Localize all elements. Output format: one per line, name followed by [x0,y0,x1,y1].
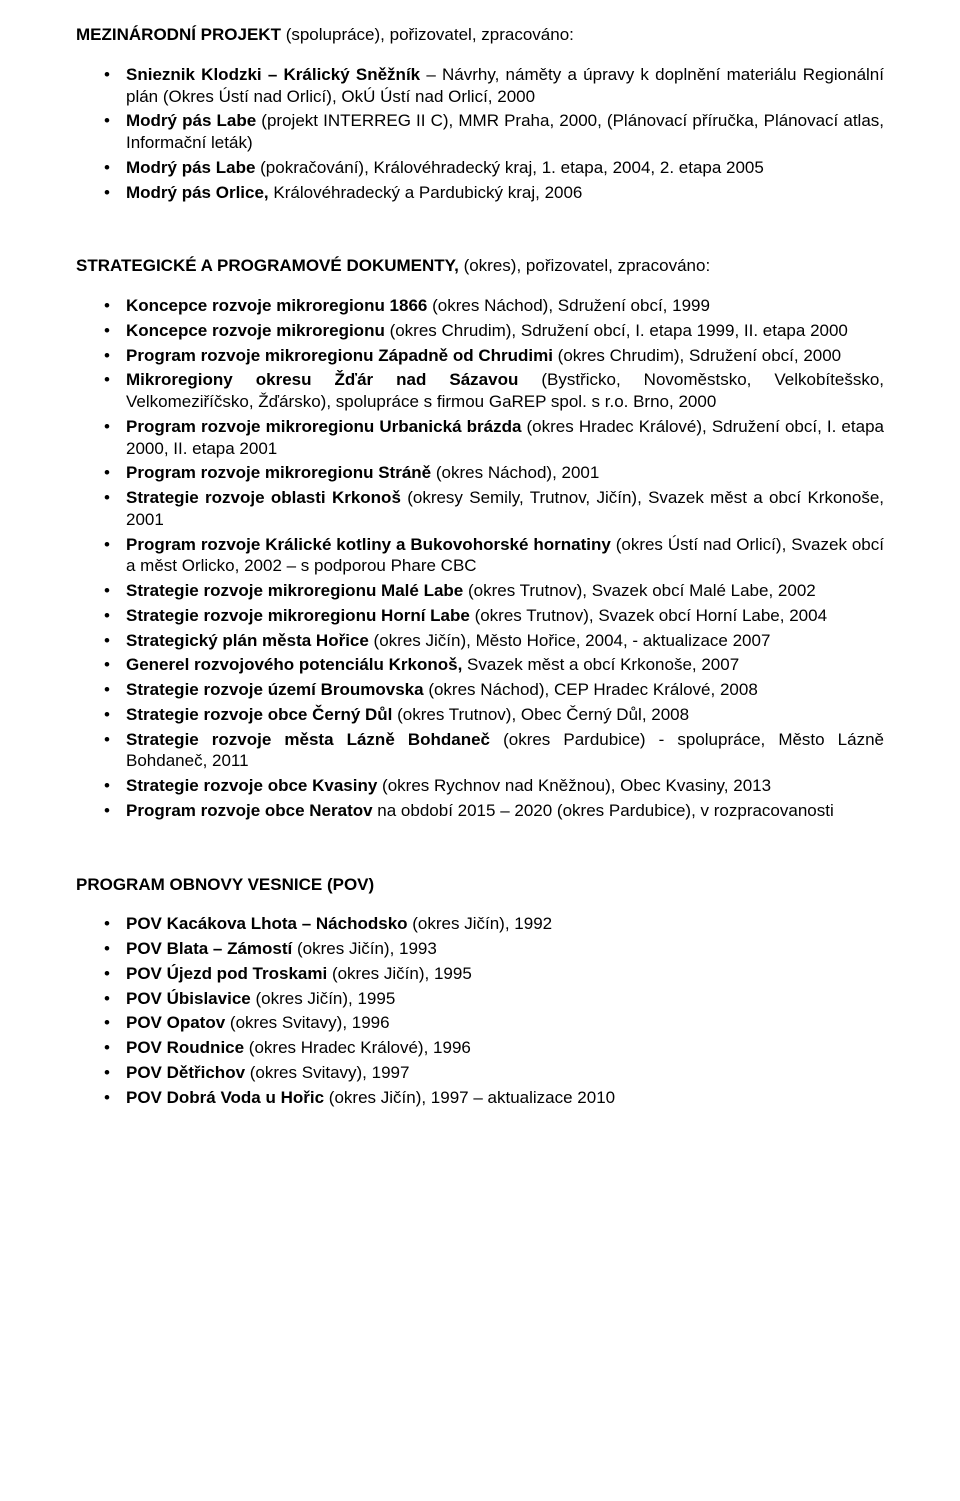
list-item-bold: Program rozvoje Králické kotliny a Bukov… [126,535,611,554]
list-item-bold: POV Dětřichov [126,1063,245,1082]
list-item-bold: Koncepce rozvoje mikroregionu 1866 [126,296,427,315]
list-item: Generel rozvojového potenciálu Krkonoš, … [104,654,884,676]
list-item-bold: POV Újezd pod Troskami [126,964,327,983]
list-item: POV Blata – Zámostí (okres Jičín), 1993 [104,938,884,960]
list-item-text: (okres Náchod), CEP Hradec Králové, 2008 [424,680,758,699]
list-item: Program rozvoje mikroregionu Západně od … [104,345,884,367]
list-item-text: Svazek měst a obcí Krkonoše, 2007 [462,655,739,674]
list-item-bold: Generel rozvojového potenciálu Krkonoš, [126,655,462,674]
list-item-text: (pokračování), Královéhradecký kraj, 1. … [255,158,763,177]
list-item-text: Královéhradecký a Pardubický kraj, 2006 [269,183,583,202]
list-item-text: (okres Trutnov), Obec Černý Důl, 2008 [392,705,689,724]
list-item-text: (okres Svitavy), 1996 [225,1013,389,1032]
section3-heading-bold: PROGRAM OBNOVY VESNICE (POV) [76,875,374,894]
list-item-bold: POV Kacákova Lhota – Náchodsko [126,914,408,933]
list-item: Strategie rozvoje mikroregionu Horní Lab… [104,605,884,627]
list-item: POV Dětřichov (okres Svitavy), 1997 [104,1062,884,1084]
list-item-bold: Strategie rozvoje obce Černý Důl [126,705,392,724]
list-item-bold: Modrý pás Labe [126,111,256,130]
section1-list: Snieznik Klodzki – Králický Sněžník – Ná… [76,64,884,204]
list-item-bold: Snieznik Klodzki – Králický Sněžník [126,65,420,84]
list-item-text: (okres Svitavy), 1997 [245,1063,409,1082]
list-item-bold: Program rozvoje mikroregionu Západně od … [126,346,553,365]
list-item-text: (okres Jičín), 1997 – aktualizace 2010 [324,1088,615,1107]
section2-heading-bold: STRATEGICKÉ A PROGRAMOVÉ DOKUMENTY, [76,256,459,275]
list-item: POV Kacákova Lhota – Náchodsko (okres Ji… [104,913,884,935]
list-item: Strategie rozvoje obce Černý Důl (okres … [104,704,884,726]
list-item: Strategie rozvoje oblasti Krkonoš (okres… [104,487,884,531]
list-item: Modrý pás Orlice, Královéhradecký a Pard… [104,182,884,204]
list-item: POV Opatov (okres Svitavy), 1996 [104,1012,884,1034]
list-item: Snieznik Klodzki – Králický Sněžník – Ná… [104,64,884,108]
list-item-text: (okres Náchod), 2001 [431,463,599,482]
list-item-text: (okres Jičín), 1993 [292,939,437,958]
list-item-bold: POV Roudnice [126,1038,244,1057]
list-item-bold: Strategie rozvoje mikroregionu Malé Labe [126,581,463,600]
list-item-text: (okres Trutnov), Svazek obcí Malé Labe, … [463,581,815,600]
list-item: Program rozvoje mikroregionu Stráně (okr… [104,462,884,484]
list-item: Strategie rozvoje mikroregionu Malé Labe… [104,580,884,602]
section2-heading: STRATEGICKÉ A PROGRAMOVÉ DOKUMENTY, (okr… [76,255,884,277]
list-item: POV Dobrá Voda u Hořic (okres Jičín), 19… [104,1087,884,1109]
list-item: Modrý pás Labe (pokračování), Královéhra… [104,157,884,179]
list-item-bold: Strategie rozvoje mikroregionu Horní Lab… [126,606,470,625]
list-item-text: (okres Jičín), 1992 [408,914,553,933]
list-item: Mikroregiony okresu Žďár nad Sázavou (By… [104,369,884,413]
list-item: Strategie rozvoje města Lázně Bohdaneč (… [104,729,884,773]
list-item-text: (okres Jičín), 1995 [251,989,396,1008]
section2-heading-rest: (okres), pořizovatel, zpracováno: [459,256,710,275]
document-page: MEZINÁRODNÍ PROJEKT (spolupráce), pořizo… [0,0,960,1178]
section2-list: Koncepce rozvoje mikroregionu 1866 (okre… [76,295,884,822]
list-item-bold: Strategie rozvoje města Lázně Bohdaneč [126,730,490,749]
list-item-text: (okres Jičín), 1995 [327,964,472,983]
list-item: Strategie rozvoje území Broumovska (okre… [104,679,884,701]
section1-heading-bold: MEZINÁRODNÍ PROJEKT [76,25,286,44]
list-item: POV Újezd pod Troskami (okres Jičín), 19… [104,963,884,985]
list-item-text: na období 2015 – 2020 (okres Pardubice),… [373,801,834,820]
list-item: Koncepce rozvoje mikroregionu 1866 (okre… [104,295,884,317]
list-item-text: (okres Rychnov nad Kněžnou), Obec Kvasin… [377,776,771,795]
list-item-text: (okres Náchod), Sdružení obcí, 1999 [427,296,710,315]
list-item-bold: POV Dobrá Voda u Hořic [126,1088,324,1107]
list-item-text: (okres Chrudim), Sdružení obcí, I. etapa… [385,321,848,340]
list-item: POV Roudnice (okres Hradec Králové), 199… [104,1037,884,1059]
section3-list: POV Kacákova Lhota – Náchodsko (okres Ji… [76,913,884,1108]
list-item-bold: Program rozvoje mikroregionu Urbanická b… [126,417,521,436]
list-item-bold: POV Opatov [126,1013,225,1032]
list-item: Koncepce rozvoje mikroregionu (okres Chr… [104,320,884,342]
list-item-bold: Strategický plán města Hořice [126,631,369,650]
list-item-bold: Strategie rozvoje obce Kvasiny [126,776,377,795]
list-item-bold: Mikroregiony okresu Žďár nad Sázavou [126,370,518,389]
list-item: POV Úbislavice (okres Jičín), 1995 [104,988,884,1010]
list-item: Program rozvoje mikroregionu Urbanická b… [104,416,884,460]
section1-heading: MEZINÁRODNÍ PROJEKT (spolupráce), pořizo… [76,24,884,46]
list-item-bold: Strategie rozvoje oblasti Krkonoš [126,488,401,507]
list-item-bold: Modrý pás Labe [126,158,255,177]
list-item: Strategický plán města Hořice (okres Jič… [104,630,884,652]
list-item: Strategie rozvoje obce Kvasiny (okres Ry… [104,775,884,797]
list-item-bold: Strategie rozvoje území Broumovska [126,680,424,699]
list-item-bold: POV Úbislavice [126,989,251,1008]
list-item-bold: POV Blata – Zámostí [126,939,292,958]
section1-heading-rest: (spolupráce), pořizovatel, zpracováno: [286,25,574,44]
list-item: Program rozvoje obce Neratov na období 2… [104,800,884,822]
list-item-text: (okres Chrudim), Sdružení obcí, 2000 [553,346,841,365]
list-item: Program rozvoje Králické kotliny a Bukov… [104,534,884,578]
list-item-text: (okres Jičín), Město Hořice, 2004, - akt… [369,631,771,650]
section3-heading: PROGRAM OBNOVY VESNICE (POV) [76,874,884,896]
list-item: Modrý pás Labe (projekt INTERREG II C), … [104,110,884,154]
list-item-text: (okres Hradec Králové), 1996 [244,1038,471,1057]
list-item-bold: Modrý pás Orlice, [126,183,269,202]
list-item-bold: Program rozvoje mikroregionu Stráně [126,463,431,482]
list-item-bold: Koncepce rozvoje mikroregionu [126,321,385,340]
list-item-bold: Program rozvoje obce Neratov [126,801,373,820]
list-item-text: (okres Trutnov), Svazek obcí Horní Labe,… [470,606,827,625]
